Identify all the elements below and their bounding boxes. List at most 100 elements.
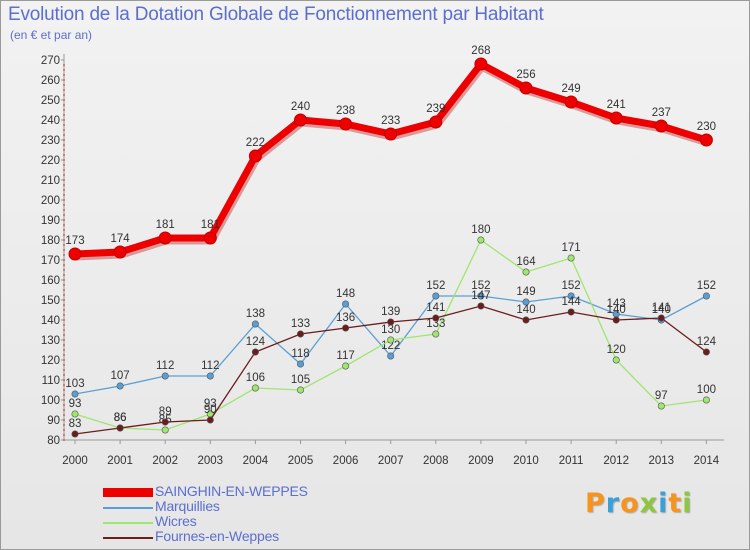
data-point xyxy=(206,416,214,424)
data-label: 90 xyxy=(204,404,217,416)
x-tick-label: 2002 xyxy=(152,455,178,467)
data-label: 171 xyxy=(562,242,581,254)
data-label: 181 xyxy=(156,219,175,231)
data-point xyxy=(342,324,350,332)
data-point xyxy=(161,372,169,380)
data-label: 117 xyxy=(336,350,354,362)
data-label: 140 xyxy=(607,304,626,316)
data-label: 118 xyxy=(291,348,309,360)
y-tick-label: 120 xyxy=(41,355,60,367)
data-label: 164 xyxy=(516,256,536,268)
y-tick-label: 190 xyxy=(41,215,60,227)
data-point xyxy=(657,402,665,410)
data-point xyxy=(296,360,304,368)
data-label: 103 xyxy=(65,378,84,390)
proxiti-logo: Proxiti xyxy=(585,488,693,519)
logo-letter: i xyxy=(682,488,693,519)
data-point xyxy=(432,314,440,322)
data-label: 222 xyxy=(246,137,265,149)
data-point xyxy=(612,356,620,364)
y-tick-label: 170 xyxy=(41,255,60,267)
data-point xyxy=(206,372,214,380)
data-label: 141 xyxy=(652,302,671,314)
x-tick-label: 2004 xyxy=(243,455,269,467)
data-point xyxy=(342,300,350,308)
data-label: 241 xyxy=(607,99,626,111)
data-label: 112 xyxy=(156,360,174,372)
data-point xyxy=(161,426,169,434)
data-point xyxy=(609,111,623,125)
data-label: 268 xyxy=(471,45,490,57)
data-label: 86 xyxy=(114,412,127,424)
data-point xyxy=(699,133,713,147)
data-point xyxy=(113,245,127,259)
x-tick-label: 2003 xyxy=(198,455,224,467)
data-label: 237 xyxy=(652,107,671,119)
x-tick-label: 2006 xyxy=(333,455,359,467)
y-tick-label: 100 xyxy=(41,395,60,407)
y-tick-label: 90 xyxy=(47,415,60,427)
legend-swatch xyxy=(103,522,153,524)
data-point xyxy=(251,320,259,328)
data-label: 152 xyxy=(471,280,490,292)
data-label: 152 xyxy=(562,280,581,292)
data-point xyxy=(567,308,575,316)
data-point xyxy=(116,382,124,390)
data-label: 106 xyxy=(246,372,265,384)
x-tick-label: 2014 xyxy=(694,455,720,467)
data-point xyxy=(477,236,485,244)
data-point xyxy=(387,318,395,326)
data-point xyxy=(702,348,710,356)
data-point xyxy=(702,396,710,404)
data-label: 138 xyxy=(246,308,265,320)
data-point xyxy=(116,424,124,432)
data-label: 140 xyxy=(516,304,535,316)
y-tick-label: 270 xyxy=(41,55,60,67)
data-label: 124 xyxy=(246,336,266,348)
data-point xyxy=(654,119,668,133)
data-label: 144 xyxy=(562,296,582,308)
logo-letter: i xyxy=(658,488,669,519)
data-label: 133 xyxy=(291,318,310,330)
x-tick-label: 2000 xyxy=(62,455,88,467)
x-tick-label: 2005 xyxy=(288,455,314,467)
data-label: 112 xyxy=(201,360,219,372)
data-label: 107 xyxy=(111,370,130,382)
data-label: 180 xyxy=(471,224,490,236)
y-tick-label: 140 xyxy=(41,315,60,327)
data-label: 97 xyxy=(655,390,668,402)
data-point xyxy=(296,330,304,338)
data-label: 173 xyxy=(65,235,84,247)
data-label: 230 xyxy=(697,121,716,133)
data-label: 148 xyxy=(336,288,355,300)
data-label: 130 xyxy=(381,324,400,336)
legend-label: Marquillies xyxy=(155,498,220,514)
x-tick-label: 2009 xyxy=(468,455,494,467)
y-tick-label: 250 xyxy=(41,95,60,107)
data-label: 133 xyxy=(426,318,445,330)
y-tick-label: 240 xyxy=(41,115,60,127)
legend-swatch xyxy=(103,488,153,497)
data-label: 93 xyxy=(204,398,217,410)
y-tick-label: 130 xyxy=(41,335,60,347)
y-tick-label: 230 xyxy=(41,135,60,147)
data-point xyxy=(71,390,79,398)
data-point xyxy=(564,95,578,109)
data-point xyxy=(519,81,533,95)
data-point xyxy=(71,410,79,418)
data-label: 181 xyxy=(201,219,220,231)
y-tick-label: 80 xyxy=(47,435,60,447)
y-tick-label: 110 xyxy=(42,375,60,387)
data-point xyxy=(567,254,575,262)
x-tick-label: 2010 xyxy=(513,455,539,467)
data-label: 140 xyxy=(652,304,671,316)
data-point xyxy=(477,292,485,300)
data-point xyxy=(68,247,82,261)
data-point xyxy=(384,127,398,141)
logo-letter: t xyxy=(668,488,683,519)
data-point xyxy=(387,352,395,360)
data-point xyxy=(294,113,307,127)
data-point xyxy=(342,362,350,370)
